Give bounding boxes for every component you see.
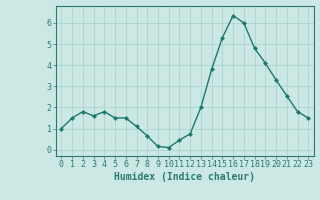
X-axis label: Humidex (Indice chaleur): Humidex (Indice chaleur) — [114, 172, 255, 182]
